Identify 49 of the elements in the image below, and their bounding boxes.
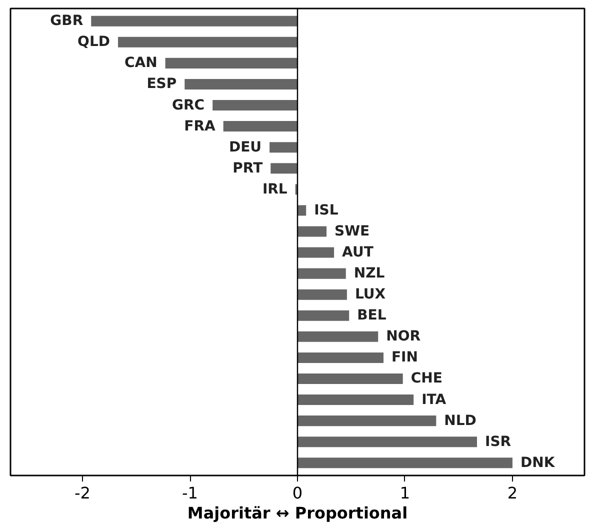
bar — [298, 268, 346, 279]
y-tick-label: ISL — [314, 202, 338, 218]
bar — [270, 163, 298, 174]
bar — [212, 100, 298, 111]
bar — [298, 394, 414, 406]
bar — [298, 247, 334, 258]
y-tick-label: AUT — [342, 244, 374, 261]
y-tick-label: GRC — [172, 97, 205, 114]
y-tick-label: ITA — [422, 392, 446, 408]
bar — [298, 289, 347, 300]
bar — [298, 331, 378, 342]
y-tick-label: LUX — [354, 286, 386, 303]
bar — [298, 458, 512, 468]
y-tick-label: SWE — [334, 223, 370, 240]
bar — [298, 310, 350, 321]
y-tick-label: NOR — [386, 328, 421, 345]
bar — [165, 58, 298, 68]
x-tick-label: 2 — [507, 484, 518, 502]
bar — [298, 373, 403, 384]
bar — [298, 416, 436, 426]
bar — [298, 352, 384, 363]
y-tick-label: ISR — [485, 434, 512, 450]
y-tick-label: CAN — [124, 55, 158, 72]
y-tick-label: DEU — [229, 139, 262, 156]
x-tick-label: -2 — [74, 484, 90, 502]
y-tick-label: ESP — [146, 76, 177, 92]
bar — [270, 142, 298, 153]
bar — [91, 16, 298, 26]
y-tick-label: PRT — [232, 160, 264, 176]
y-tick-label: IRL — [262, 181, 288, 198]
bar — [184, 78, 298, 90]
y-tick-label: NZL — [354, 266, 385, 282]
bar — [223, 121, 298, 132]
y-tick-label: CHE — [410, 370, 442, 387]
y-tick-label: BEL — [357, 308, 386, 324]
y-tick-label: NLD — [444, 412, 476, 429]
y-tick-label: FRA — [184, 118, 216, 134]
x-tick-label: 1 — [400, 484, 410, 502]
y-tick-label: QLD — [78, 34, 110, 50]
x-axis-title: Majoritär ↔ Proportional — [187, 504, 408, 522]
y-tick-label: GBR — [50, 13, 84, 30]
bar — [298, 205, 306, 216]
y-tick-label: FIN — [391, 350, 418, 366]
x-tick-label: -1 — [182, 484, 198, 502]
bar — [118, 36, 298, 48]
x-tick-label: 0 — [292, 484, 303, 502]
y-tick-label: DNK — [520, 454, 556, 471]
bar — [298, 436, 478, 448]
bar — [298, 226, 327, 237]
